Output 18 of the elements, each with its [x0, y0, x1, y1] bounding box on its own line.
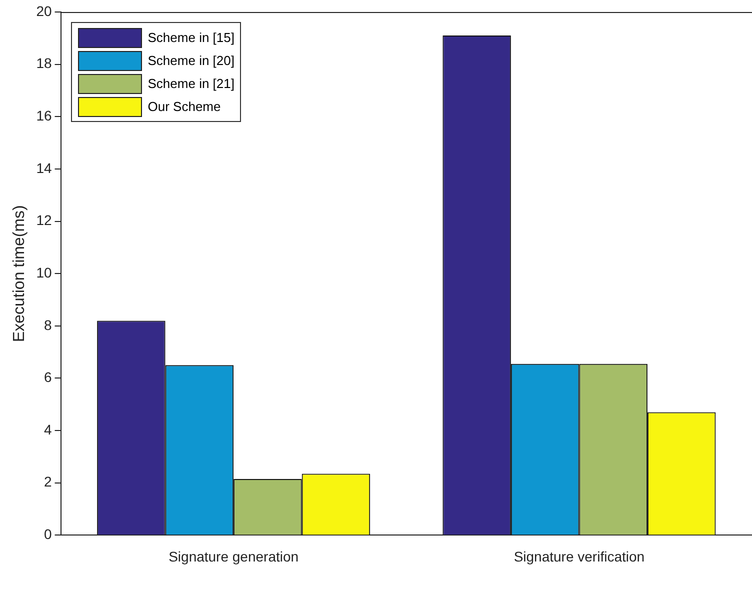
y-tick-label: 4 — [44, 421, 52, 438]
legend-label: Scheme in [21] — [148, 76, 234, 91]
y-tick-label: 6 — [44, 369, 52, 386]
y-tick-label: 20 — [36, 2, 52, 19]
y-tick-label: 0 — [44, 526, 52, 542]
y-tick-label: 16 — [36, 108, 52, 124]
y-tick-label: 2 — [44, 474, 52, 490]
legend-label: Scheme in [20] — [148, 53, 234, 68]
y-tick-label: 14 — [36, 160, 52, 176]
y-tick-label: 8 — [44, 316, 52, 333]
legend-label: Our Scheme — [148, 99, 221, 114]
x-tick-label: Signature generation — [168, 548, 299, 564]
x-tick-label: Signature verification — [514, 548, 645, 564]
y-tick-label: 12 — [36, 212, 52, 228]
legend-label: Scheme in [15] — [148, 30, 234, 45]
y-tick-label: 18 — [36, 55, 52, 72]
y-axis-title: Execution time(ms) — [11, 205, 28, 342]
y-tick-label: 10 — [36, 264, 52, 280]
